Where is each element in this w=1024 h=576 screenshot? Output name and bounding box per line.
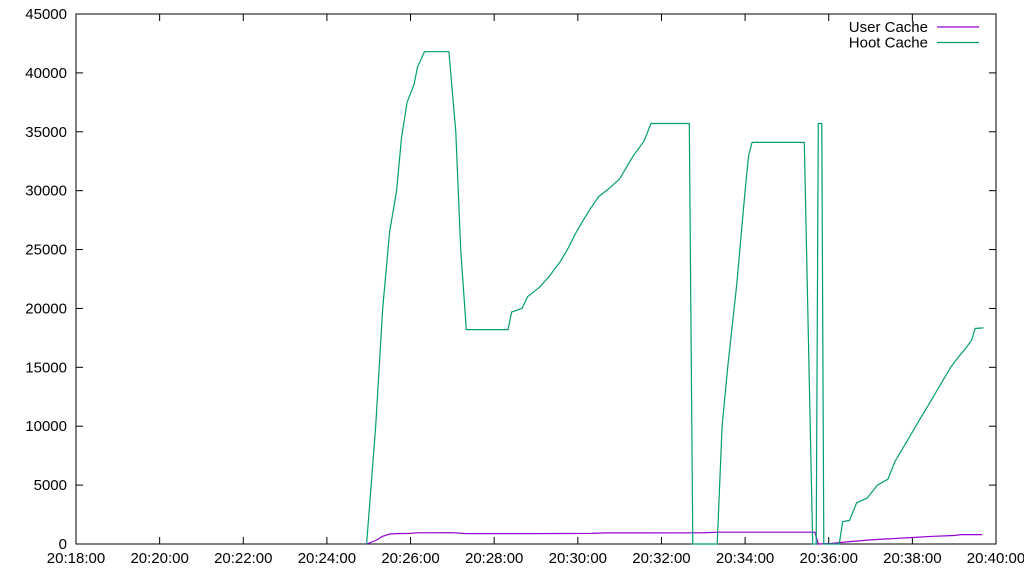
y-tick-label: 30000: [25, 183, 67, 200]
x-tick-label: 20:38:00: [883, 550, 941, 567]
y-tick-label: 10000: [25, 418, 67, 435]
y-tick-label: 25000: [25, 242, 67, 259]
y-tick-label: 0: [59, 536, 67, 553]
x-tick-label: 20:20:00: [130, 550, 188, 567]
y-tick-label: 45000: [25, 6, 67, 23]
x-tick-label: 20:26:00: [381, 550, 439, 567]
x-tick-label: 20:40:00: [967, 550, 1024, 567]
x-tick-label: 20:18:00: [47, 550, 105, 567]
y-tick-label: 20000: [25, 300, 67, 317]
y-tick-label: 35000: [25, 124, 67, 141]
series-line-hoot-cache: [366, 51, 984, 545]
x-tick-label: 20:28:00: [465, 550, 523, 567]
series-lines: [366, 51, 984, 545]
x-tick-label: 20:22:00: [214, 550, 272, 567]
legend-label: Hoot Cache: [849, 35, 928, 52]
x-tick-label: 20:36:00: [800, 550, 858, 567]
plot-frame: [75, 13, 997, 545]
y-tick-label: 15000: [25, 359, 67, 376]
y-tick-label: 5000: [34, 477, 67, 494]
x-tick-label: 20:30:00: [549, 550, 607, 567]
x-tick-label: 20:24:00: [298, 550, 356, 567]
legend-label: User Cache: [849, 19, 928, 36]
series-line-user-cache: [366, 531, 983, 545]
x-tick-label: 20:32:00: [632, 550, 690, 567]
axes: 0 5000 10000 15000 20000 25000 30000 35000 40000…: [25, 6, 1024, 567]
y-tick-label: 40000: [25, 65, 67, 82]
x-tick-label: 20:34:00: [716, 550, 774, 567]
